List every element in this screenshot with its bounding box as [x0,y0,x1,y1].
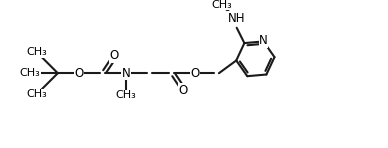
Text: O: O [191,67,199,80]
Text: O: O [74,67,83,80]
Text: CH₃: CH₃ [26,47,47,57]
Text: NH: NH [228,12,246,25]
Text: O: O [179,84,188,97]
Text: CH₃: CH₃ [26,89,47,99]
Text: CH₃: CH₃ [116,90,136,100]
Text: N: N [121,67,130,80]
Text: N: N [259,34,268,47]
Text: CH₃: CH₃ [20,68,40,78]
Text: O: O [110,49,119,62]
Text: CH₃: CH₃ [211,0,232,10]
